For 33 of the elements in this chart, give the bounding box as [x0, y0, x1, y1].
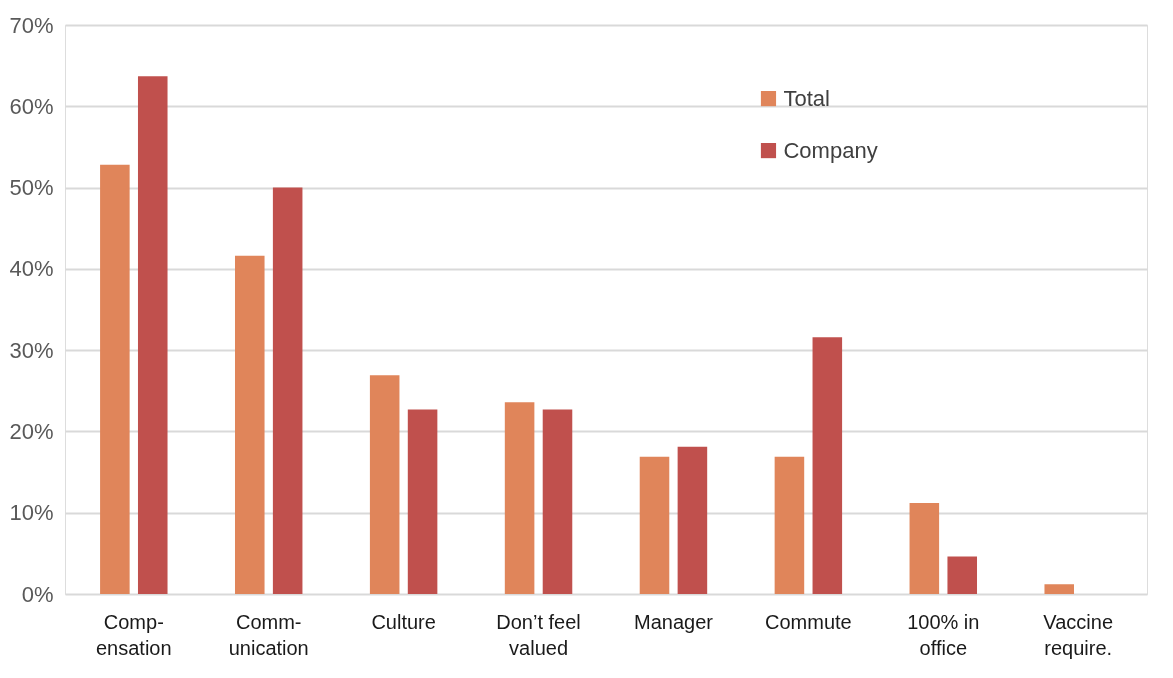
bar [234, 255, 265, 594]
bar [812, 337, 843, 594]
bar [272, 187, 303, 594]
bar [369, 375, 400, 594]
x-tick-label: Vaccine require. [1043, 610, 1114, 659]
bar [909, 502, 940, 594]
bar [100, 164, 130, 594]
bar [1044, 584, 1075, 594]
y-tick-label: 50% [9, 175, 54, 201]
x-tick-label: 100% in office [907, 610, 980, 659]
y-tick-label: 40% [9, 256, 54, 282]
legend-label: Total [783, 85, 830, 111]
bar [677, 446, 708, 594]
x-tick-label: Comm- unication [228, 610, 309, 659]
y-tick-label: 20% [9, 418, 54, 444]
y-tick-label: 30% [9, 337, 54, 363]
bar [639, 456, 670, 594]
legend-label: Company [783, 137, 878, 163]
x-tick-label: Comp- ensation [95, 610, 172, 659]
y-tick-label: 0% [21, 581, 54, 607]
bar [137, 76, 168, 594]
x-tick-label: Culture [371, 610, 436, 633]
y-tick-label: 70% [9, 12, 54, 38]
y-tick-label: 60% [9, 93, 54, 119]
x-tick-label: Don’t feel valued [496, 610, 581, 659]
bar [504, 402, 535, 594]
y-tick-label: 10% [9, 500, 54, 526]
bar [774, 456, 805, 594]
bar [542, 409, 573, 594]
x-tick-label: Commute [765, 610, 852, 633]
bar [407, 409, 438, 594]
x-tick-label: Manager [633, 610, 714, 633]
bar [947, 556, 978, 594]
